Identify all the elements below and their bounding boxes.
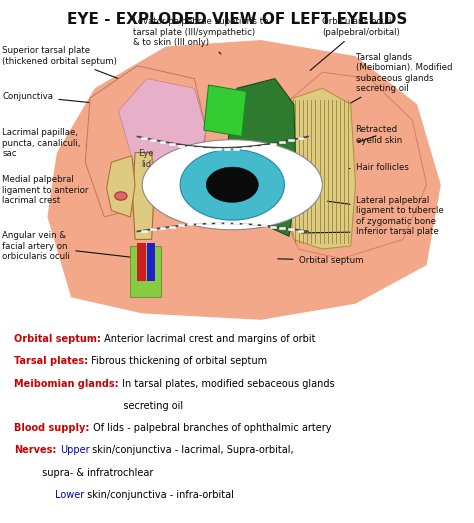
Text: Anterior lacrimal crest and margins of orbit: Anterior lacrimal crest and margins of o…: [101, 334, 316, 344]
Polygon shape: [284, 88, 356, 249]
Text: Eye
lid: Eye lid: [138, 150, 154, 169]
Ellipse shape: [206, 167, 258, 202]
Text: Lower: Lower: [55, 490, 84, 500]
Text: Nerves:: Nerves:: [14, 446, 56, 456]
Bar: [130, 246, 161, 297]
Text: Conjunctiva: Conjunctiva: [2, 92, 137, 107]
Ellipse shape: [180, 150, 284, 220]
Text: Retracted
eyelid skin: Retracted eyelid skin: [356, 125, 402, 145]
Text: Orbital septum:: Orbital septum:: [14, 334, 101, 344]
Text: Fibrous thickening of orbital septum: Fibrous thickening of orbital septum: [88, 357, 267, 367]
Text: Levator palpebrae superioris to
tarsal plate (III/sympathetic)
& to skin (III on: Levator palpebrae superioris to tarsal p…: [133, 17, 268, 54]
Text: Tarsal plates:: Tarsal plates:: [14, 357, 88, 367]
Circle shape: [115, 192, 127, 200]
Text: Inferior tarsal plate: Inferior tarsal plate: [301, 227, 438, 236]
Text: Lacrimal papillae,
puncta, canaliculi,
sac: Lacrimal papillae, puncta, canaliculi, s…: [2, 129, 132, 158]
Polygon shape: [107, 156, 135, 217]
Polygon shape: [47, 40, 441, 320]
Polygon shape: [133, 153, 154, 240]
Text: Superior tarsal plate
(thickened orbital septum): Superior tarsal plate (thickened orbital…: [2, 47, 133, 84]
Text: In tarsal plates, modified sebaceous glands: In tarsal plates, modified sebaceous gla…: [119, 379, 334, 389]
Polygon shape: [118, 78, 206, 195]
Text: Blood supply:: Blood supply:: [14, 423, 90, 433]
Text: Of lids - palpebral branches of ophthalmic artery: Of lids - palpebral branches of ophthalm…: [90, 423, 331, 433]
Text: EYE - EXPLODED VIEW OF LEFT EYELIDS: EYE - EXPLODED VIEW OF LEFT EYELIDS: [67, 12, 407, 27]
Text: Angular vein &
facial artery on
orbicularis oculi: Angular vein & facial artery on orbicula…: [2, 231, 142, 261]
Text: Upper: Upper: [60, 446, 89, 456]
Text: Tarsal glands
(Meibomian). Modified
subaceous glands
secreting oil: Tarsal glands (Meibomian). Modified suba…: [351, 53, 452, 103]
Polygon shape: [228, 78, 296, 236]
Polygon shape: [204, 85, 246, 137]
Text: Orbital septum: Orbital septum: [278, 256, 363, 265]
Text: Meibomian glands:: Meibomian glands:: [14, 379, 119, 389]
Text: Orbicularis oculi
(palpebral/orbital): Orbicularis oculi (palpebral/orbital): [310, 17, 400, 71]
Bar: [137, 243, 146, 281]
Bar: [147, 243, 155, 281]
Text: secreting oil: secreting oil: [14, 401, 183, 411]
Text: skin/conjunctiva - infra-orbital: skin/conjunctiva - infra-orbital: [84, 490, 234, 500]
Polygon shape: [85, 66, 206, 217]
Polygon shape: [275, 72, 427, 259]
Text: Lateral palpebral
ligament to tubercle
of zygomatic bone: Lateral palpebral ligament to tubercle o…: [328, 196, 443, 226]
Text: Hair follicles: Hair follicles: [349, 163, 409, 172]
Ellipse shape: [142, 140, 322, 230]
Text: supra- & infratrochlear: supra- & infratrochlear: [14, 468, 154, 477]
Text: Medial palpebral
ligament to anterior
lacrimal crest: Medial palpebral ligament to anterior la…: [2, 175, 118, 205]
Text: skin/conjunctiva - lacrimal, Supra-orbital,: skin/conjunctiva - lacrimal, Supra-orbit…: [89, 446, 294, 456]
